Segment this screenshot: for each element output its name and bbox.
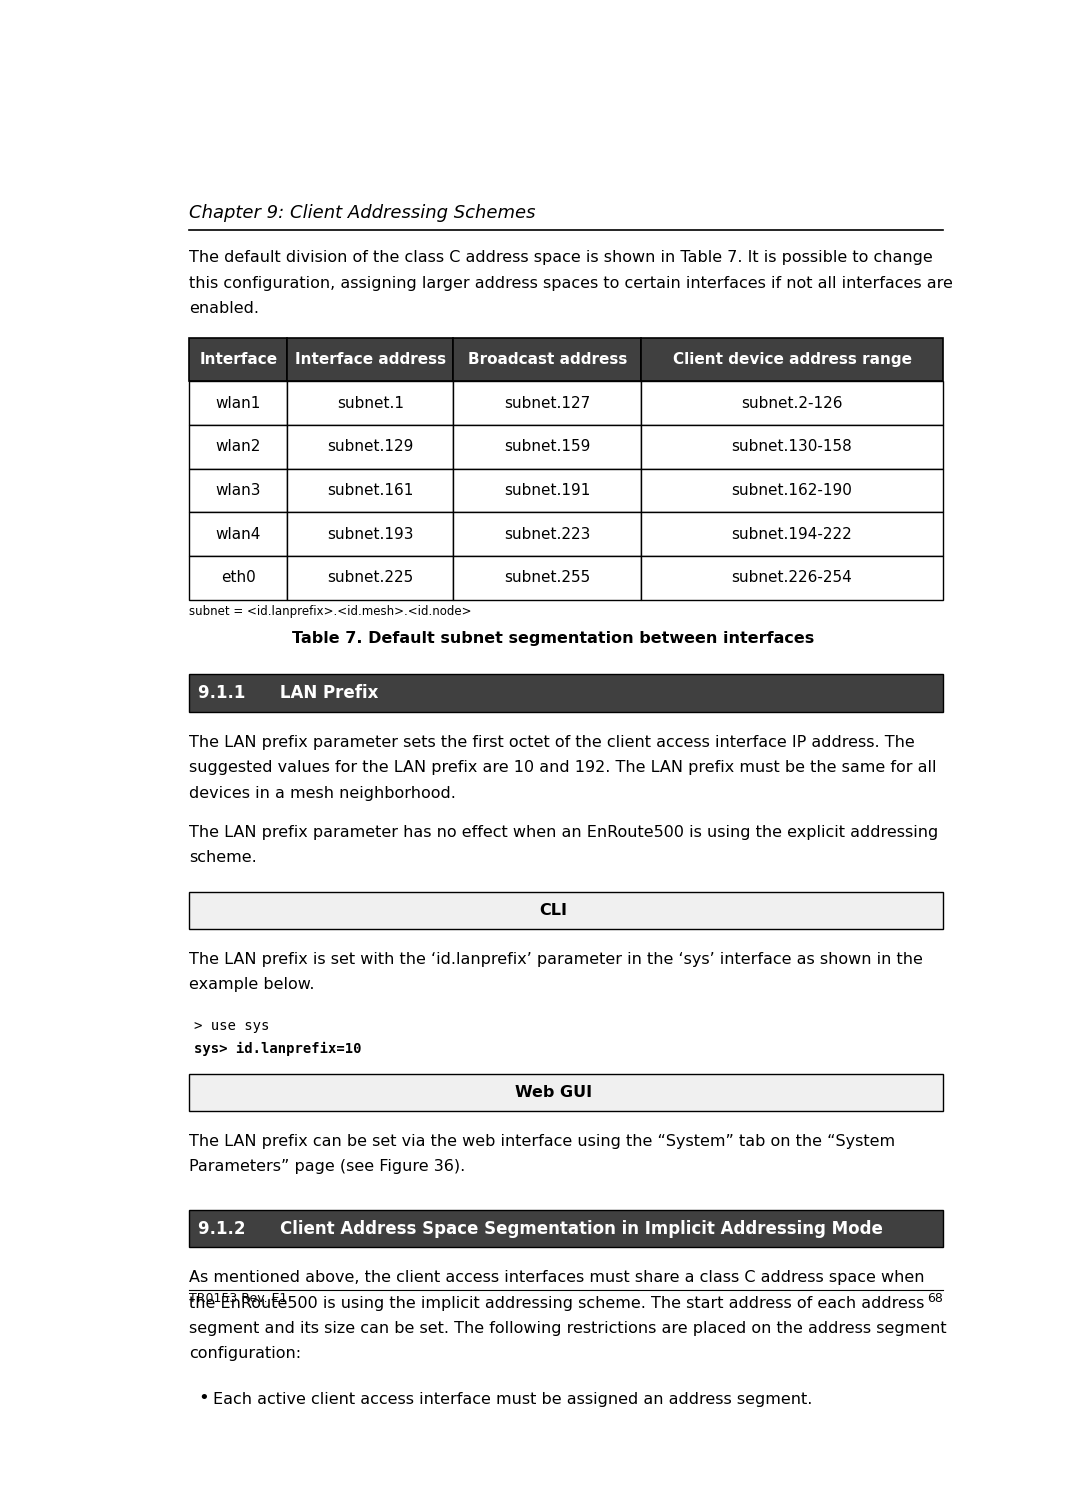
FancyBboxPatch shape [189, 1210, 943, 1247]
Text: wlan4: wlan4 [216, 527, 261, 542]
Text: subnet.191: subnet.191 [504, 483, 591, 498]
FancyBboxPatch shape [189, 337, 287, 382]
Text: enabled.: enabled. [189, 301, 259, 316]
FancyBboxPatch shape [189, 674, 943, 712]
Text: Client device address range: Client device address range [673, 352, 912, 367]
FancyBboxPatch shape [642, 557, 943, 600]
Text: The LAN prefix parameter sets the first octet of the client access interface IP : The LAN prefix parameter sets the first … [189, 736, 915, 750]
FancyBboxPatch shape [287, 337, 454, 382]
Text: subnet.130-158: subnet.130-158 [731, 439, 852, 454]
FancyBboxPatch shape [642, 382, 943, 425]
FancyBboxPatch shape [454, 425, 642, 468]
Text: wlan2: wlan2 [216, 439, 261, 454]
Text: 9.1.2      Client Address Space Segmentation in Implicit Addressing Mode: 9.1.2 Client Address Space Segmentation … [198, 1219, 882, 1237]
FancyBboxPatch shape [642, 425, 943, 468]
Text: subnet.127: subnet.127 [504, 395, 591, 410]
FancyBboxPatch shape [287, 512, 454, 557]
Text: subnet.255: subnet.255 [504, 570, 591, 585]
Text: The LAN prefix is set with the ‘id.lanprefix’ parameter in the ‘sys’ interface a: The LAN prefix is set with the ‘id.lanpr… [189, 952, 923, 967]
FancyBboxPatch shape [642, 337, 943, 382]
Text: Interface: Interface [200, 352, 278, 367]
Text: subnet.225: subnet.225 [327, 570, 414, 585]
Text: Web GUI: Web GUI [515, 1085, 592, 1100]
FancyBboxPatch shape [189, 557, 287, 600]
Text: subnet.161: subnet.161 [327, 483, 414, 498]
Text: subnet.162-190: subnet.162-190 [731, 483, 852, 498]
FancyBboxPatch shape [454, 557, 642, 600]
FancyBboxPatch shape [454, 382, 642, 425]
FancyBboxPatch shape [642, 512, 943, 557]
FancyBboxPatch shape [287, 468, 454, 512]
Text: sys> id.lanprefix=10: sys> id.lanprefix=10 [193, 1041, 361, 1056]
Text: subnet.226-254: subnet.226-254 [731, 570, 852, 585]
FancyBboxPatch shape [189, 425, 287, 468]
Text: As mentioned above, the client access interfaces must share a class C address sp: As mentioned above, the client access in… [189, 1271, 924, 1286]
Text: the EnRoute500 is using the implicit addressing scheme. The start address of eac: the EnRoute500 is using the implicit add… [189, 1295, 924, 1310]
Text: wlan3: wlan3 [216, 483, 261, 498]
Text: scheme.: scheme. [189, 850, 257, 865]
Text: subnet.194-222: subnet.194-222 [731, 527, 852, 542]
Text: The default division of the class C address space is shown in Table 7. It is pos: The default division of the class C addr… [189, 251, 933, 266]
FancyBboxPatch shape [287, 382, 454, 425]
FancyBboxPatch shape [189, 1074, 943, 1110]
Text: subnet.159: subnet.159 [504, 439, 591, 454]
Text: devices in a mesh neighborhood.: devices in a mesh neighborhood. [189, 786, 456, 801]
Text: The LAN prefix parameter has no effect when an EnRoute500 is using the explicit : The LAN prefix parameter has no effect w… [189, 825, 939, 840]
Text: eth0: eth0 [221, 570, 256, 585]
Text: subnet.1: subnet.1 [337, 395, 404, 410]
Text: configuration:: configuration: [189, 1346, 301, 1361]
Text: 9.1.1      LAN Prefix: 9.1.1 LAN Prefix [198, 685, 378, 703]
Text: The LAN prefix can be set via the web interface using the “System” tab on the “S: The LAN prefix can be set via the web in… [189, 1134, 895, 1149]
FancyBboxPatch shape [189, 382, 287, 425]
FancyBboxPatch shape [287, 557, 454, 600]
Text: > use sys: > use sys [193, 1019, 269, 1032]
Text: subnet.193: subnet.193 [327, 527, 414, 542]
Text: subnet.2-126: subnet.2-126 [741, 395, 842, 410]
FancyBboxPatch shape [287, 425, 454, 468]
Text: Parameters” page (see Figure 36).: Parameters” page (see Figure 36). [189, 1159, 465, 1174]
Text: wlan1: wlan1 [216, 395, 261, 410]
FancyBboxPatch shape [454, 337, 642, 382]
FancyBboxPatch shape [642, 468, 943, 512]
Text: Table 7. Default subnet segmentation between interfaces: Table 7. Default subnet segmentation bet… [293, 631, 814, 646]
Text: subnet.223: subnet.223 [504, 527, 591, 542]
Text: Each active client access interface must be assigned an address segment.: Each active client access interface must… [213, 1392, 812, 1407]
FancyBboxPatch shape [189, 512, 287, 557]
Text: Broadcast address: Broadcast address [468, 352, 626, 367]
Text: segment and its size can be set. The following restrictions are placed on the ad: segment and its size can be set. The fol… [189, 1320, 947, 1335]
Text: subnet = <id.lanprefix>.<id.mesh>.<id.node>: subnet = <id.lanprefix>.<id.mesh>.<id.no… [189, 606, 472, 618]
Text: this configuration, assigning larger address spaces to certain interfaces if not: this configuration, assigning larger add… [189, 276, 954, 291]
Text: example below.: example below. [189, 977, 315, 992]
FancyBboxPatch shape [454, 468, 642, 512]
Text: •: • [198, 1389, 208, 1407]
Text: subnet.129: subnet.129 [327, 439, 414, 454]
Text: Chapter 9: Client Addressing Schemes: Chapter 9: Client Addressing Schemes [189, 204, 536, 222]
FancyBboxPatch shape [454, 512, 642, 557]
Text: CLI: CLI [540, 903, 567, 919]
Text: 68: 68 [927, 1292, 943, 1306]
Text: suggested values for the LAN prefix are 10 and 192. The LAN prefix must be the s: suggested values for the LAN prefix are … [189, 761, 937, 776]
FancyBboxPatch shape [189, 468, 287, 512]
Text: TR0153 Rev. E1: TR0153 Rev. E1 [189, 1292, 287, 1306]
Text: Interface address: Interface address [295, 352, 446, 367]
FancyBboxPatch shape [189, 892, 943, 930]
